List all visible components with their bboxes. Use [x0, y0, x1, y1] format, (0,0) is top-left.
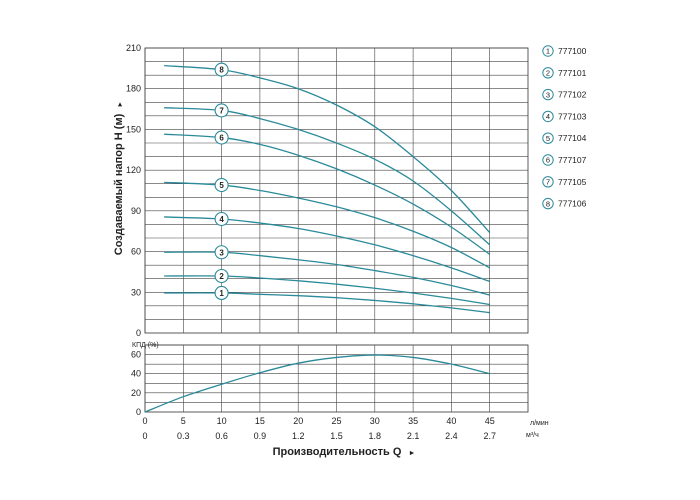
curve-marker-8 [214, 62, 229, 77]
x-tick-label-lmin: 15 [255, 416, 265, 426]
x-tick-label-m3h: 2.1 [407, 431, 420, 441]
legend-item-label: 777100 [558, 46, 587, 56]
head-y-tick-label: 90 [131, 206, 141, 216]
x-tick-label-lmin: 35 [408, 416, 418, 426]
x-tick-label-lmin: 10 [217, 416, 227, 426]
x-tick-label-m3h: 1.8 [369, 431, 382, 441]
legend-marker-2 [542, 67, 554, 79]
head-curve-5 [164, 181, 491, 269]
head-curve-6 [164, 133, 491, 255]
legend-marker-5 [542, 132, 554, 144]
x-tick-label-m3h: 1.5 [330, 431, 343, 441]
head-y-tick-label: 60 [131, 247, 141, 257]
legend-marker-label: 8 [546, 199, 550, 208]
head-curve-8 [164, 64, 491, 234]
legend: 1 777100 2 777101 3 777102 4 777103 5 777104 6 7771… [542, 45, 587, 210]
head-y-tick-label: 150 [126, 124, 141, 134]
legend-marker-7 [542, 176, 554, 188]
curve-marker-4 [214, 211, 229, 227]
x-tick-label-m3h: 0.6 [215, 431, 228, 441]
x-tick-label-m3h: 0.9 [254, 431, 267, 441]
head-curve-3 [164, 251, 490, 296]
x-tick-label-lmin: 30 [370, 416, 380, 426]
axis-labels: Создаваемый напор H (м) ► КПД (%) л/мин … [113, 101, 549, 458]
legend-marker-8 [542, 197, 554, 210]
legend-item-label: 777106 [558, 199, 587, 209]
curve-marker-label: 3 [219, 248, 224, 257]
x-tick-label-m3h: 0.3 [177, 431, 190, 441]
legend-marker-label: 3 [546, 90, 550, 99]
head-curve-4 [164, 216, 490, 283]
curve-marker-1 [214, 285, 229, 301]
x-axis-title: Производительность Q ► [273, 446, 416, 458]
legend-item-label: 777103 [558, 111, 587, 121]
x-tick-label-lmin: 5 [181, 416, 186, 426]
legend-marker-label: 4 [546, 112, 550, 121]
head-y-tick-label: 210 [126, 43, 141, 53]
head-curve-1 [164, 292, 490, 314]
efficiency-y-tick-label: 20 [131, 388, 141, 398]
curve-marker-7 [214, 103, 229, 118]
x-tick-labels: 0 5 10 15 20 25 30 35 40 45 0 0.3 0.6 0.9 1.2 1.5 1.8 2.1… [142, 416, 495, 441]
head-chart-grid: 0 30 60 90 120 150 180 210 [126, 43, 529, 338]
curve-marker-label: 8 [219, 66, 224, 75]
x-tick-label-m3h: 1.2 [292, 431, 305, 441]
legend-item-label: 777102 [558, 90, 587, 100]
legend-marker-label: 2 [546, 69, 550, 78]
head-y-tick-label: 0 [136, 328, 141, 338]
head-y-axis-title: Создаваемый напор H (м) ► [113, 101, 125, 256]
curve-marker-label: 7 [219, 106, 224, 115]
head-y-tick-label: 180 [126, 84, 141, 94]
legend-marker-6 [542, 154, 554, 166]
x-tick-label-lmin: 40 [446, 416, 456, 426]
efficiency-chart-grid: 0 20 40 60 [131, 344, 529, 417]
curve-marker-label: 4 [219, 215, 224, 224]
efficiency-y-tick-label: 0 [136, 407, 141, 417]
curve-marker-5 [214, 178, 229, 193]
legend-marker-label: 1 [546, 47, 550, 56]
x-tick-label-lmin: 0 [142, 416, 147, 426]
legend-marker-4 [542, 110, 554, 123]
head-curves [164, 64, 491, 314]
curve-marker-label: 1 [219, 289, 224, 298]
x-tick-label-m3h: 2.4 [445, 431, 458, 441]
legend-item-label: 777107 [558, 155, 587, 165]
x-tick-label-lmin: 25 [331, 416, 341, 426]
curve-marker-3 [214, 245, 229, 260]
efficiency-curve-group [144, 354, 490, 413]
head-y-tick-label: 30 [131, 287, 141, 297]
curve-marker-label: 5 [219, 181, 224, 190]
efficiency-y-axis-title: КПД (%) [132, 342, 159, 349]
head-curve-7 [164, 107, 491, 246]
x-tick-label-m3h: 2.7 [483, 431, 496, 441]
curve-marker-label: 2 [219, 272, 224, 281]
x-tick-label-lmin: 45 [485, 416, 495, 426]
head-curve-2 [164, 275, 490, 306]
curve-markers: 1 2 3 4 5 6 7 8 [214, 62, 229, 301]
legend-item-label: 777101 [558, 68, 587, 78]
legend-marker-1 [542, 45, 554, 57]
efficiency-y-tick-label: 60 [131, 350, 141, 360]
legend-marker-label: 7 [546, 178, 550, 187]
efficiency-curve [144, 354, 490, 413]
flow-unit-m3h: м³/ч [526, 432, 539, 439]
x-tick-label-lmin: 20 [293, 416, 303, 426]
curve-marker-6 [214, 130, 229, 145]
flow-unit-lmin: л/мин [530, 420, 549, 427]
x-tick-label-m3h: 0 [142, 431, 147, 441]
efficiency-y-tick-label: 40 [131, 369, 141, 379]
curve-marker-label: 6 [219, 134, 224, 143]
legend-item-label: 777105 [558, 177, 587, 187]
legend-item-label: 777104 [558, 133, 587, 143]
curve-marker-2 [214, 268, 229, 284]
legend-marker-label: 6 [546, 156, 550, 165]
legend-marker-3 [542, 88, 554, 101]
legend-marker-label: 5 [546, 134, 550, 143]
head-y-tick-label: 120 [126, 165, 141, 175]
